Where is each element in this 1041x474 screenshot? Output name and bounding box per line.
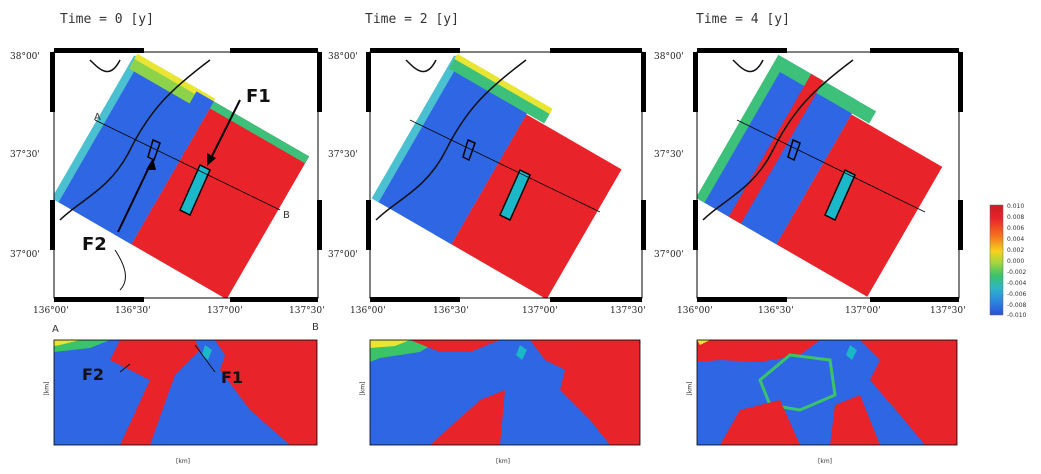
section-panel-t0 (53, 339, 318, 446)
section-ylabel-3: [km] (686, 381, 694, 396)
map-frame-t0 (53, 51, 319, 299)
lat-tick-37-00-p1: 37°00' (10, 250, 40, 260)
map-panel-t4 (697, 52, 959, 298)
label-f1-section: F1 (221, 368, 244, 387)
section-ylabel-2: [km] (359, 381, 367, 396)
colorbar-tick-8: -0.006 (1007, 291, 1027, 298)
map-panel-t0 (54, 52, 318, 298)
lon-tick-137-00-p1: 137°00' (207, 306, 243, 316)
lon-tick-136-30-p3: 136°30' (758, 306, 794, 316)
lon-tick-136-00-p3: 136°00' (677, 306, 713, 316)
colorbar-tick-3: 0.004 (1007, 236, 1025, 243)
lon-tick-137-30-p3: 137°30' (930, 306, 966, 316)
label-f1-map: F1 (246, 86, 271, 107)
lon-tick-137-30-p2: 137°30' (610, 306, 646, 316)
label-f2-section: F2 (82, 365, 105, 384)
label-section-b: B (312, 322, 319, 333)
lat-tick-37-30-p1: 37°30' (10, 150, 40, 160)
section-xlabel-2: [km] (496, 458, 511, 465)
lat-tick-37-00-p2: 37°00' (328, 250, 358, 260)
colorbar-tick-9: -0.008 (1007, 302, 1027, 309)
lat-tick-38-00-p3: 38°00' (654, 52, 684, 62)
label-point-b: B (283, 210, 290, 221)
lat-tick-38-00-p1: 38°00' (10, 52, 40, 62)
section-xlabel-1: [km] (176, 458, 191, 465)
colorbar-tick-0: 0.010 (1007, 203, 1025, 210)
colorbar-tick-10: -0.010 (1007, 312, 1027, 319)
label-point-a: A (94, 112, 101, 123)
section-ylabel-1: [km] (43, 381, 51, 396)
lon-tick-137-00-p3: 137°00' (845, 306, 881, 316)
panel-title-t2: Time = 2 [y] (365, 12, 459, 27)
panel-title-t0: Time = 0 [y] (60, 12, 154, 27)
colorbar (989, 204, 1004, 316)
label-f2-map: F2 (82, 234, 107, 255)
label-section-a: A (52, 324, 59, 335)
colorbar-tick-6: -0.002 (1007, 269, 1027, 276)
lon-tick-137-30-p1: 137°30' (289, 306, 325, 316)
lon-tick-136-00-p2: 136°00' (350, 306, 386, 316)
lat-tick-38-00-p2: 38°00' (328, 52, 358, 62)
map-frame-t4 (696, 51, 960, 299)
colorbar-tick-5: 0.000 (1007, 258, 1025, 265)
panel-title-t4: Time = 4 [y] (696, 12, 790, 27)
section-panel-t4 (696, 339, 958, 446)
colorbar-tick-4: 0.002 (1007, 247, 1025, 254)
lon-tick-136-30-p2: 136°30' (433, 306, 469, 316)
section-panel-t2 (369, 339, 641, 446)
lat-tick-37-30-p2: 37°30' (328, 150, 358, 160)
map-frame-t2 (369, 51, 643, 299)
colorbar-tick-7: -0.004 (1007, 280, 1027, 287)
lat-tick-37-00-p3: 37°00' (654, 250, 684, 260)
lon-tick-137-00-p2: 137°00' (522, 306, 558, 316)
section-xlabel-3: [km] (818, 458, 833, 465)
map-panel-t2 (370, 52, 642, 298)
colorbar-tick-2: 0.006 (1007, 225, 1025, 232)
lon-tick-136-30-p1: 136°30' (115, 306, 151, 316)
colorbar-tick-1: 0.008 (1007, 214, 1025, 221)
lat-tick-37-30-p3: 37°30' (654, 150, 684, 160)
lon-tick-136-00-p1: 136°00' (33, 306, 69, 316)
